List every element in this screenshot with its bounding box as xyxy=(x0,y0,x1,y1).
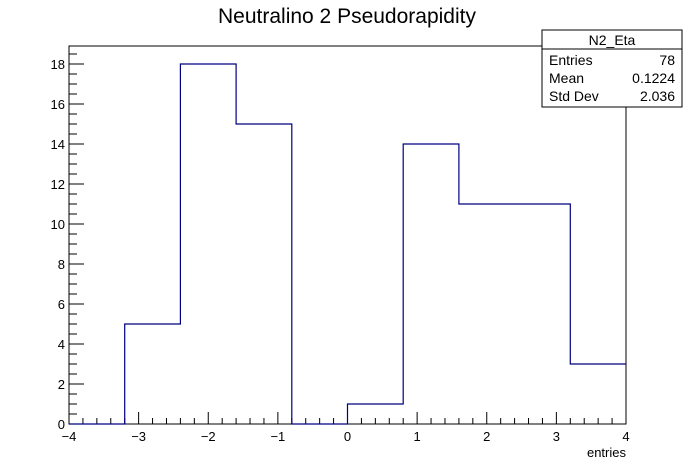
y-tick-label: 14 xyxy=(51,137,65,152)
x-tick-label: 0 xyxy=(344,429,351,444)
x-axis: −4 −3 −2 −1 0 1 2 3 4 xyxy=(62,412,630,444)
y-tick-label: 12 xyxy=(51,177,65,192)
x-tick-label: −1 xyxy=(270,429,285,444)
stats-box-name: N2_Eta xyxy=(589,32,636,48)
stats-mean-label: Mean xyxy=(549,70,584,86)
stats-stddev-label: Std Dev xyxy=(549,88,599,104)
y-tick-label: 2 xyxy=(58,377,65,392)
histogram-bars xyxy=(69,63,626,425)
x-tick-label: −2 xyxy=(201,429,216,444)
y-tick-label: 10 xyxy=(51,217,65,232)
stats-box: N2_Eta Entries 78 Mean 0.1224 Std Dev 2.… xyxy=(541,29,683,108)
y-tick-label: 6 xyxy=(58,297,65,312)
stats-entries-value: 78 xyxy=(659,52,675,68)
x-tick-label: −3 xyxy=(131,429,146,444)
x-tick-label: 3 xyxy=(553,429,560,444)
y-tick-label: 18 xyxy=(51,57,65,72)
histogram-bin xyxy=(236,124,292,424)
histogram-outline xyxy=(69,63,626,425)
x-tick-label: −4 xyxy=(62,429,77,444)
histogram-bin xyxy=(570,364,626,424)
y-axis: 0 2 4 6 8 10 12 14 16 18 xyxy=(51,53,84,432)
stats-stddev-value: 2.036 xyxy=(640,88,675,104)
stats-mean-value: 0.1224 xyxy=(632,70,675,86)
chart-title: Neutralino 2 Pseudorapidity xyxy=(218,5,476,28)
histogram-bin xyxy=(125,324,181,424)
histogram-bin xyxy=(515,204,571,424)
histogram-bin xyxy=(459,204,515,424)
histogram-bin xyxy=(403,144,459,424)
y-tick-label: 16 xyxy=(51,97,65,112)
y-tick-label: 0 xyxy=(58,417,65,432)
x-tick-label: 2 xyxy=(483,429,490,444)
x-tick-label: 1 xyxy=(414,429,421,444)
y-tick-label: 8 xyxy=(58,257,65,272)
x-tick-label: 4 xyxy=(622,429,629,444)
stats-box-frame xyxy=(541,29,683,108)
y-tick-label: 4 xyxy=(58,337,65,352)
histogram-bin xyxy=(180,64,236,424)
stats-entries-label: Entries xyxy=(549,52,593,68)
x-axis-title: entries xyxy=(587,445,627,460)
